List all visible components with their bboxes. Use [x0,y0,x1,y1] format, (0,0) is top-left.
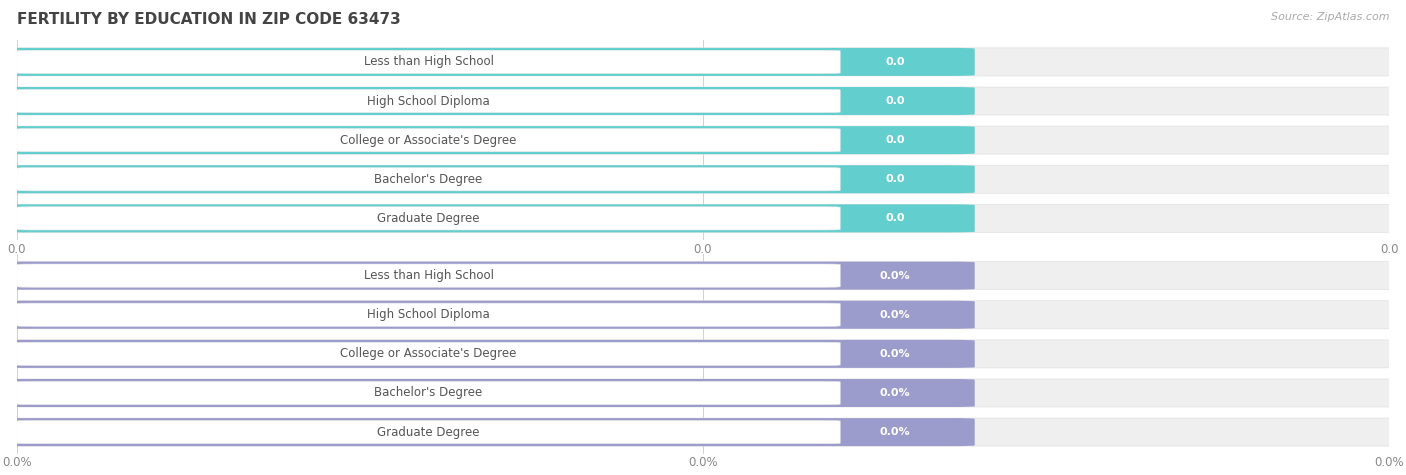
FancyBboxPatch shape [17,50,841,74]
FancyBboxPatch shape [0,87,1406,115]
FancyBboxPatch shape [17,168,841,191]
FancyBboxPatch shape [0,87,974,115]
FancyBboxPatch shape [0,301,1406,329]
FancyBboxPatch shape [0,418,1406,446]
FancyBboxPatch shape [0,379,974,407]
Text: 0.0%: 0.0% [880,310,911,320]
Text: Bachelor's Degree: Bachelor's Degree [374,387,482,399]
FancyBboxPatch shape [0,262,1406,290]
Text: 0.0: 0.0 [886,174,905,184]
Text: 0.0%: 0.0% [880,388,911,398]
FancyBboxPatch shape [0,340,974,368]
Text: 0.0: 0.0 [886,96,905,106]
FancyBboxPatch shape [17,420,841,444]
FancyBboxPatch shape [0,418,974,446]
FancyBboxPatch shape [17,381,841,405]
FancyBboxPatch shape [17,303,841,326]
Text: College or Associate's Degree: College or Associate's Degree [340,347,517,361]
FancyBboxPatch shape [17,264,841,287]
Text: 0.0: 0.0 [886,135,905,145]
Text: Less than High School: Less than High School [364,269,494,282]
FancyBboxPatch shape [0,379,1406,407]
FancyBboxPatch shape [0,126,974,154]
Text: Source: ZipAtlas.com: Source: ZipAtlas.com [1271,12,1389,22]
FancyBboxPatch shape [17,129,841,152]
FancyBboxPatch shape [0,126,1406,154]
Text: Graduate Degree: Graduate Degree [377,212,479,225]
FancyBboxPatch shape [0,165,974,193]
Text: 0.0%: 0.0% [880,271,911,281]
Text: FERTILITY BY EDUCATION IN ZIP CODE 63473: FERTILITY BY EDUCATION IN ZIP CODE 63473 [17,12,401,27]
FancyBboxPatch shape [0,262,974,290]
FancyBboxPatch shape [0,204,974,232]
FancyBboxPatch shape [0,301,974,329]
Text: High School Diploma: High School Diploma [367,95,489,107]
FancyBboxPatch shape [17,89,841,113]
FancyBboxPatch shape [0,48,1406,76]
Text: Graduate Degree: Graduate Degree [377,426,479,438]
Text: College or Associate's Degree: College or Associate's Degree [340,133,517,147]
FancyBboxPatch shape [0,204,1406,232]
FancyBboxPatch shape [17,342,841,365]
FancyBboxPatch shape [0,48,974,76]
Text: Bachelor's Degree: Bachelor's Degree [374,173,482,186]
Text: High School Diploma: High School Diploma [367,308,489,321]
FancyBboxPatch shape [0,165,1406,193]
Text: Less than High School: Less than High School [364,56,494,68]
Text: 0.0%: 0.0% [880,427,911,437]
Text: 0.0: 0.0 [886,213,905,223]
Text: 0.0: 0.0 [886,57,905,67]
FancyBboxPatch shape [17,207,841,230]
Text: 0.0%: 0.0% [880,349,911,359]
FancyBboxPatch shape [0,340,1406,368]
